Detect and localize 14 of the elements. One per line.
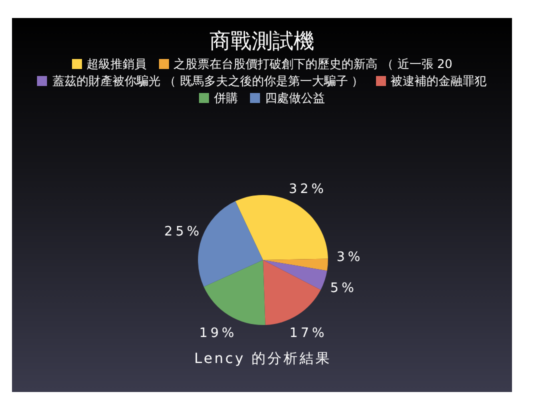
data-label: 5% bbox=[330, 280, 357, 296]
legend-label: 被逮補的金融罪犯 bbox=[390, 74, 487, 88]
text: Lency 的分析結果 bbox=[194, 351, 332, 367]
legend-label: 併購 bbox=[214, 91, 238, 105]
legend-label: 超級推銷員 bbox=[86, 57, 147, 71]
legend-label: 四處做公益 bbox=[265, 91, 325, 105]
data-label: 25% bbox=[164, 224, 202, 240]
data-label: 17% bbox=[290, 326, 328, 341]
data-label: 19% bbox=[199, 326, 238, 342]
legend-label: 蓋茲的財產被你騙光 （ 既馬多夫之後的你是第一大騙子 ） bbox=[52, 74, 364, 88]
chart-title: 商戰測試機 bbox=[208, 28, 316, 54]
data-label: 3% bbox=[336, 250, 364, 265]
legend-label: 之股票在台股價打破創下的歷史的新高 （ 近一張 20 bbox=[174, 57, 452, 71]
data-label: 32% bbox=[288, 182, 327, 197]
